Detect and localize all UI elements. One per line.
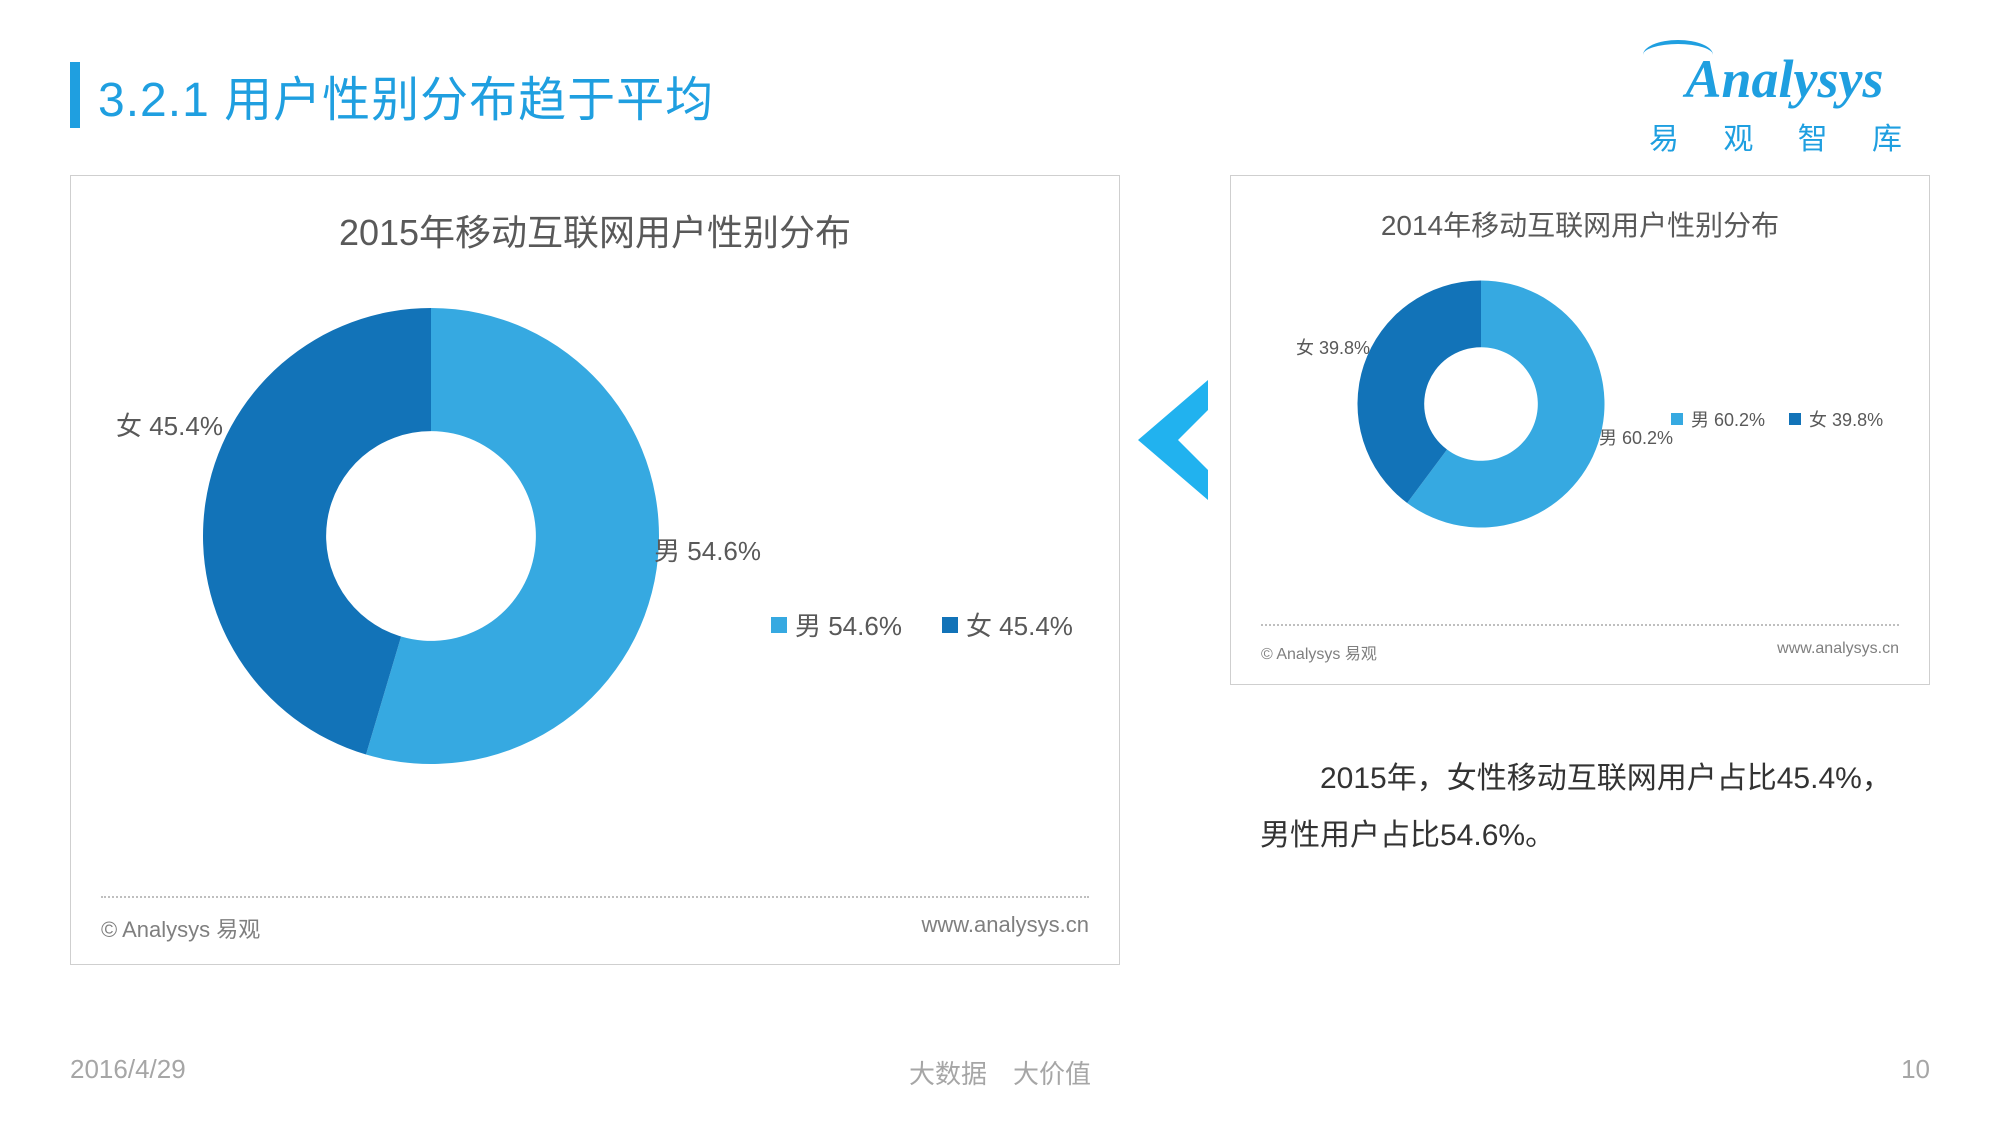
- chart-url: www.analysys.cn: [921, 912, 1089, 944]
- chart-copyright: © Analysys 易观: [101, 912, 260, 944]
- legend-item-male: 男 54.6%: [771, 606, 902, 643]
- slice-label-male: 男 54.6%: [654, 531, 761, 568]
- chart-2014-footer: © Analysys 易观 www.analysys.cn: [1261, 624, 1899, 664]
- slice-label-female: 女 39.8%: [1296, 334, 1370, 360]
- swatch-icon: [942, 617, 958, 633]
- chart-2015: 2015年移动互联网用户性别分布 男 54.6% 女 45.4% 男 54.6%…: [70, 175, 1120, 965]
- donut-small-svg: [1351, 274, 1611, 534]
- legend-item-female: 女 39.8%: [1789, 406, 1883, 432]
- footer-tagline: 大数据 大价值: [909, 1054, 1091, 1091]
- brand-text: Analysys: [1649, 48, 1920, 110]
- legend-text: 男 60.2%: [1691, 406, 1765, 432]
- slice-label-female: 女 45.4%: [116, 406, 223, 443]
- brand-logo: Analysys 易 观 智 库: [1649, 48, 1920, 158]
- legend-text: 女 39.8%: [1809, 406, 1883, 432]
- donut-large-svg: [191, 296, 671, 776]
- chart-2014-donut: 男 60.2% 女 39.8%: [1351, 274, 1611, 534]
- legend-item-female: 女 45.4%: [942, 606, 1073, 643]
- chart-2014-title: 2014年移动互联网用户性别分布: [1231, 176, 1929, 244]
- page-footer: 2016/4/29 大数据 大价值 10: [70, 1054, 1930, 1085]
- chart-2014-legend: 男 60.2% 女 39.8%: [1671, 406, 1883, 432]
- slice-label-male: 男 60.2%: [1599, 424, 1673, 450]
- brand-name: Analysys: [1685, 49, 1883, 109]
- chart-2015-donut: 男 54.6% 女 45.4%: [191, 296, 671, 776]
- title-accent: [70, 62, 80, 128]
- page-title: 3.2.1 用户性别分布趋于平均: [98, 60, 714, 130]
- chart-url: www.analysys.cn: [1777, 640, 1899, 664]
- swatch-icon: [771, 617, 787, 633]
- chart-2015-title: 2015年移动互联网用户性别分布: [71, 176, 1119, 256]
- title-bar: 3.2.1 用户性别分布趋于平均: [70, 60, 714, 130]
- brand-subtitle: 易 观 智 库: [1649, 114, 1920, 158]
- legend-text: 男 54.6%: [795, 606, 902, 643]
- swatch-icon: [1789, 413, 1801, 425]
- legend-item-male: 男 60.2%: [1671, 406, 1765, 432]
- legend-text: 女 45.4%: [966, 606, 1073, 643]
- summary-text: 2015年，女性移动互联网用户占比45.4%，男性用户占比54.6%。: [1260, 750, 1920, 864]
- arrow-left-icon: [1138, 380, 1238, 505]
- chart-2014: 2014年移动互联网用户性别分布 男 60.2% 女 39.8% 男 60.2%…: [1230, 175, 1930, 685]
- brand-arc-icon: [1643, 40, 1713, 70]
- divider: [1261, 624, 1899, 626]
- divider: [101, 896, 1089, 898]
- footer-page: 10: [1901, 1054, 1930, 1085]
- chart-2015-legend: 男 54.6% 女 45.4%: [771, 606, 1073, 643]
- chart-copyright: © Analysys 易观: [1261, 640, 1377, 664]
- chart-2015-footer: © Analysys 易观 www.analysys.cn: [101, 896, 1089, 944]
- footer-date: 2016/4/29: [70, 1054, 186, 1085]
- swatch-icon: [1671, 413, 1683, 425]
